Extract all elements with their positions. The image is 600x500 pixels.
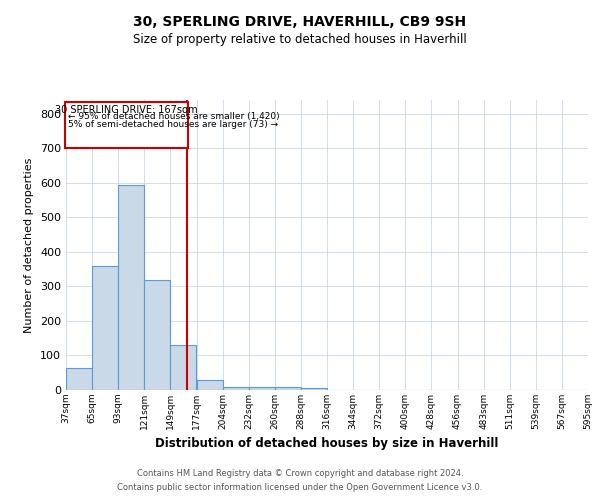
Y-axis label: Number of detached properties: Number of detached properties: [25, 158, 34, 332]
Bar: [66, 368, 92, 390]
FancyBboxPatch shape: [65, 102, 188, 148]
Text: Contains HM Land Registry data © Crown copyright and database right 2024.: Contains HM Land Registry data © Crown c…: [137, 468, 463, 477]
Text: ← 95% of detached houses are smaller (1,420): ← 95% of detached houses are smaller (1,…: [68, 112, 280, 121]
X-axis label: Distribution of detached houses by size in Haverhill: Distribution of detached houses by size …: [155, 438, 499, 450]
Text: Size of property relative to detached houses in Haverhill: Size of property relative to detached ho…: [133, 32, 467, 46]
Bar: [92, 266, 118, 390]
Text: 30, SPERLING DRIVE, HAVERHILL, CB9 9SH: 30, SPERLING DRIVE, HAVERHILL, CB9 9SH: [133, 15, 467, 29]
Bar: [145, 280, 170, 390]
Bar: [170, 345, 196, 390]
Bar: [275, 387, 301, 390]
Bar: [249, 387, 275, 390]
Bar: [301, 388, 327, 390]
Bar: [118, 184, 145, 390]
Bar: [197, 380, 223, 390]
Text: 5% of semi-detached houses are larger (73) →: 5% of semi-detached houses are larger (7…: [68, 120, 278, 128]
Bar: [223, 386, 249, 390]
Text: Contains public sector information licensed under the Open Government Licence v3: Contains public sector information licen…: [118, 484, 482, 492]
Text: 30 SPERLING DRIVE: 167sqm: 30 SPERLING DRIVE: 167sqm: [55, 105, 198, 115]
